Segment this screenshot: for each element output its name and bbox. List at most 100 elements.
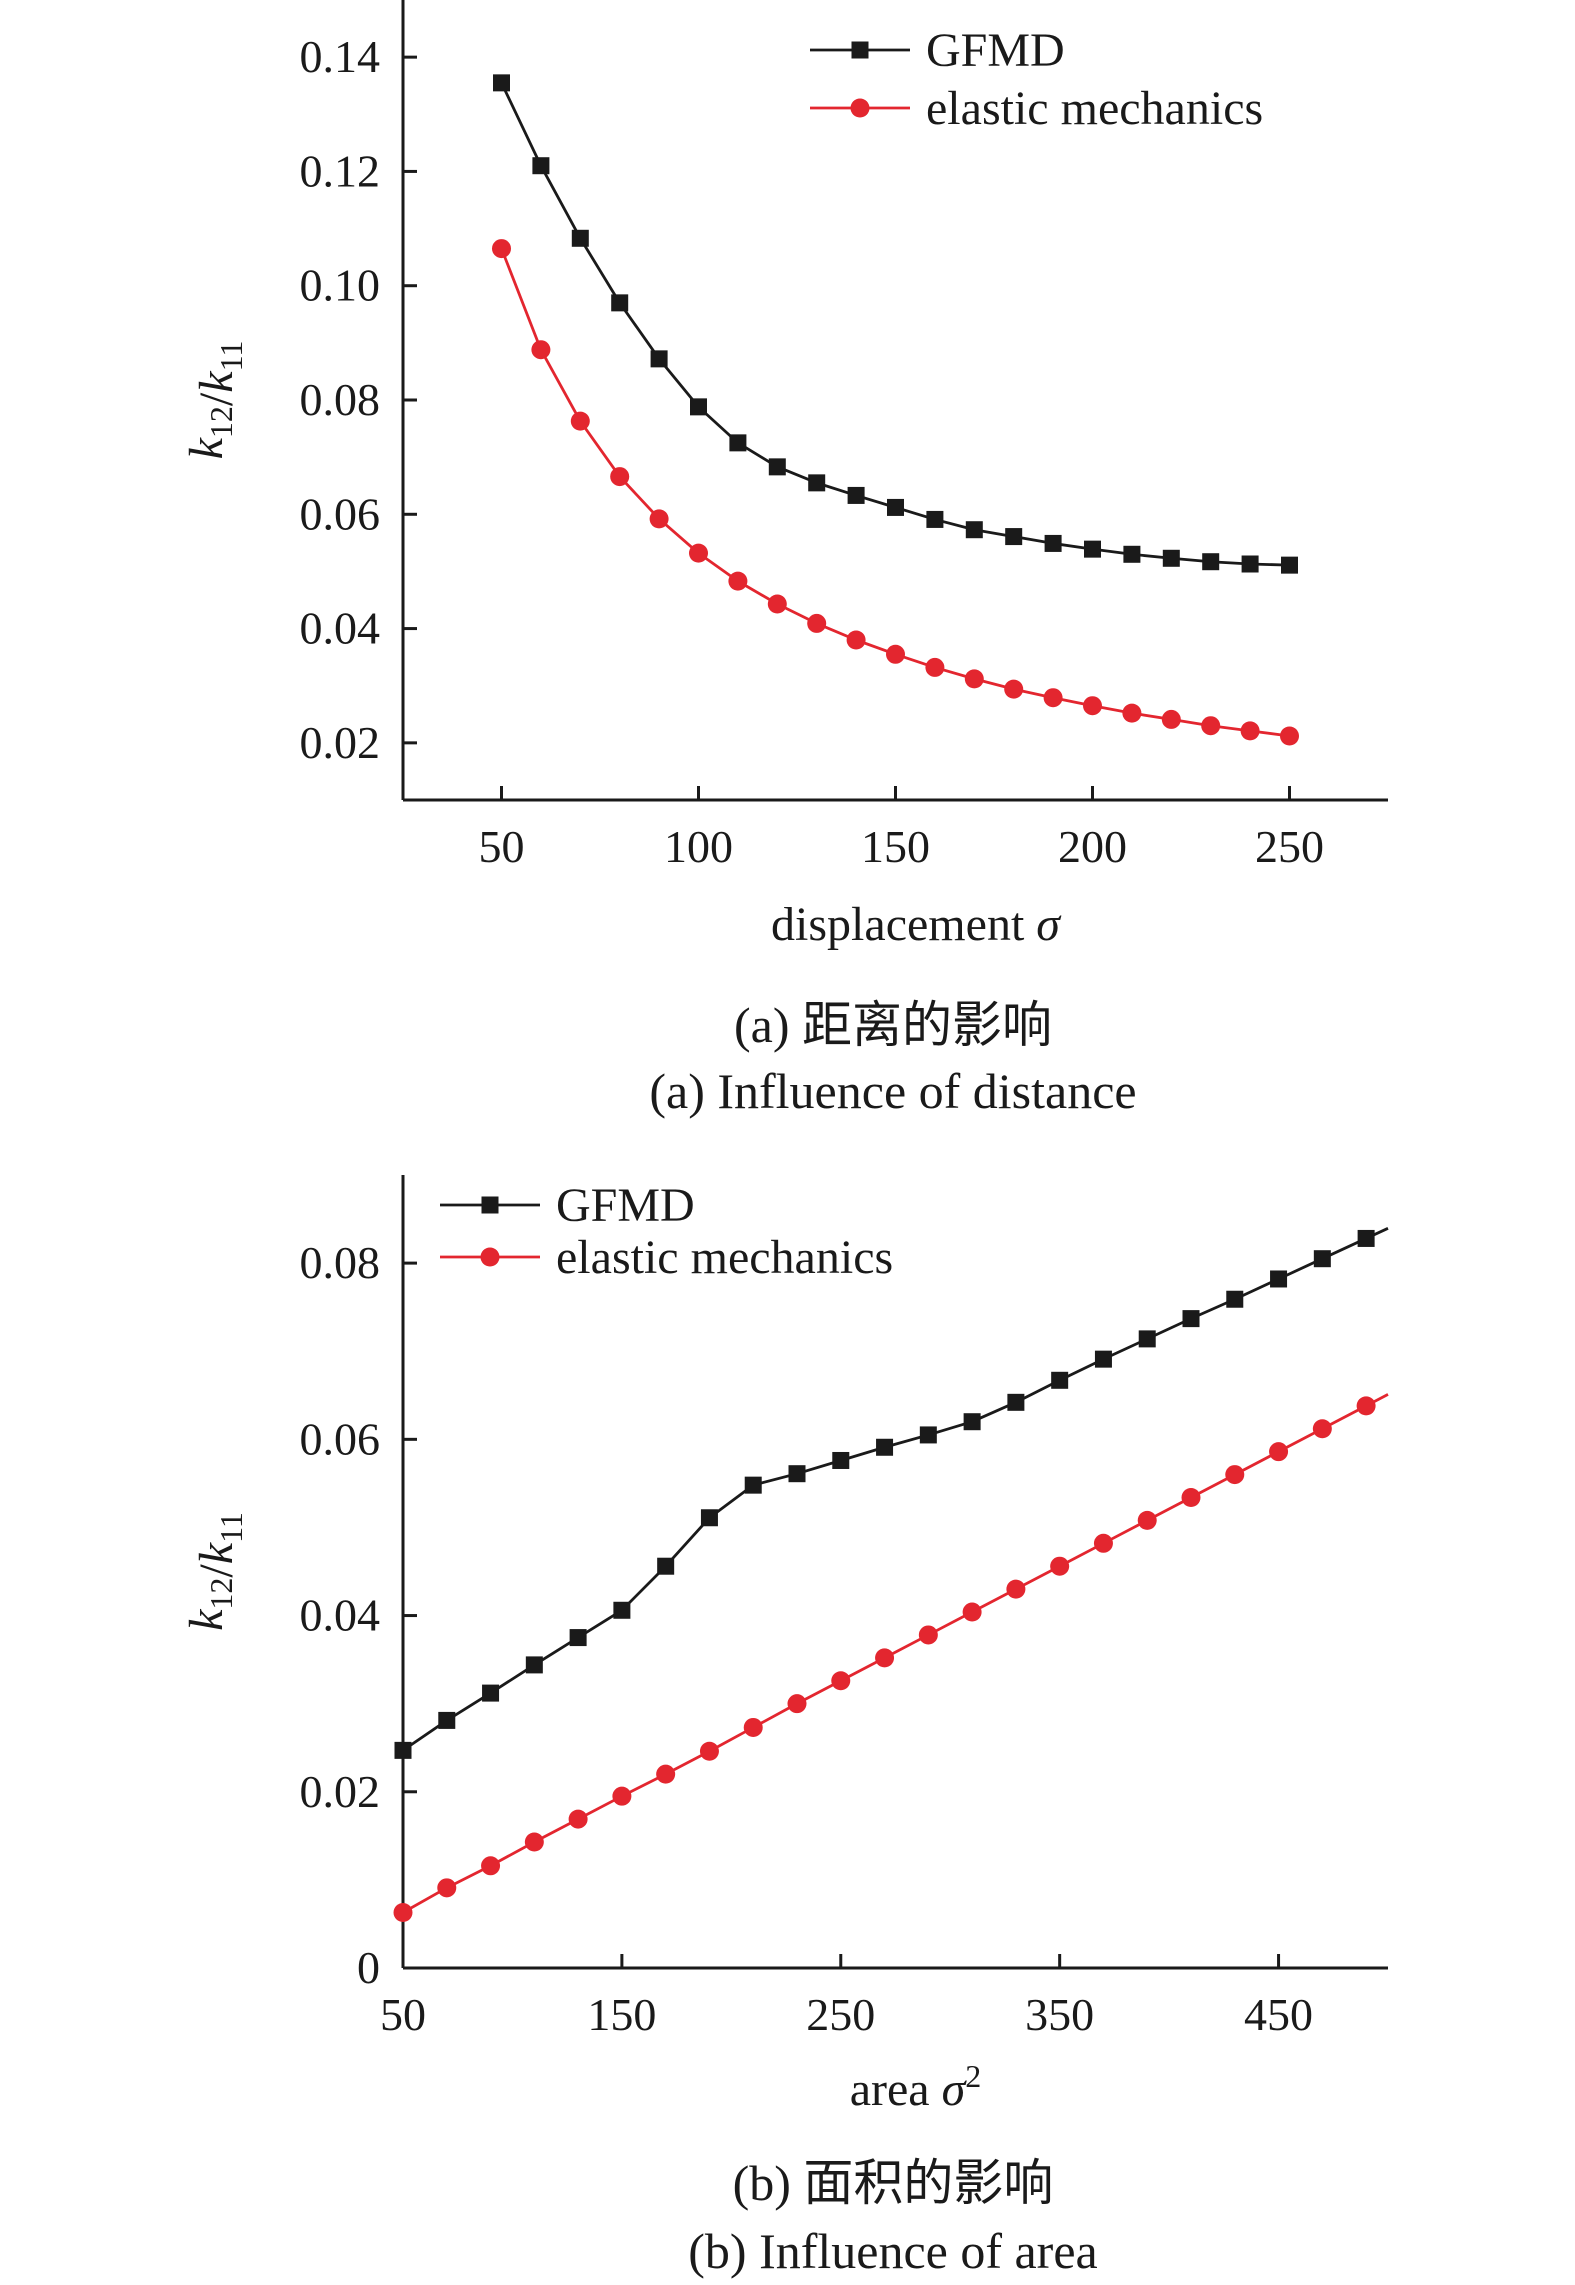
data-point-gfmd	[1241, 555, 1259, 573]
data-point-elastic-mechanics	[570, 411, 590, 431]
data-point-elastic-mechanics	[1006, 1579, 1026, 1599]
data-point-gfmd	[965, 521, 983, 539]
y-tick-label: 0.04	[300, 603, 381, 654]
data-point-elastic-mechanics	[1312, 1419, 1332, 1439]
y-tick-label: 0.04	[300, 1590, 381, 1641]
data-point-elastic-mechanics	[964, 669, 984, 689]
x-tick-label: 250	[1255, 821, 1324, 872]
data-point-elastic-mechanics	[1356, 1396, 1376, 1416]
data-point-elastic-mechanics	[1201, 716, 1221, 736]
data-point-elastic-mechanics	[831, 1671, 851, 1691]
data-point-gfmd	[569, 1629, 587, 1647]
y-tick-label: 0.02	[300, 717, 381, 768]
y-tick-label: 0.06	[300, 1413, 381, 1464]
data-point-elastic-mechanics	[1280, 726, 1299, 746]
chart-area: 0 0.02 0.04 0.06 0.08 50 150 250 350 450 k12/k11 ar…	[180, 1175, 1389, 2116]
data-point-gfmd	[729, 434, 747, 452]
data-point-gfmd	[1138, 1330, 1156, 1348]
x-tick-label: 100	[664, 821, 733, 872]
data-point-elastic-mechanics	[886, 644, 905, 664]
data-point-elastic-mechanics	[728, 571, 748, 591]
data-point-elastic-mechanics	[524, 1832, 544, 1852]
y-axis-title: k12/k11	[180, 341, 249, 460]
data-point-elastic-mechanics	[918, 1625, 938, 1645]
data-point-gfmd	[847, 486, 865, 504]
y-tick-label: 0.12	[300, 145, 381, 196]
data-point-gfmd	[438, 1711, 456, 1729]
x-axis-title: area σ2	[850, 2058, 982, 2116]
data-point-gfmd	[1094, 1350, 1112, 1368]
data-point-gfmd	[1162, 549, 1180, 567]
legend-marker-elastic-mechanics	[480, 1247, 500, 1267]
data-point-elastic-mechanics	[1240, 721, 1260, 741]
data-point-gfmd	[650, 350, 668, 368]
y-tick-label: 0.08	[300, 1237, 381, 1288]
data-point-elastic-mechanics	[807, 613, 827, 633]
data-point-gfmd	[1182, 1310, 1200, 1328]
series-line-gfmd	[500, 82, 1290, 567]
data-point-gfmd	[887, 498, 904, 516]
data-point-elastic-mechanics	[1093, 1533, 1113, 1553]
legend-label-elastic-mechanics: elastic mechanics	[926, 82, 1263, 135]
y-tick-label: 0.08	[300, 374, 381, 425]
data-point-gfmd	[876, 1438, 894, 1456]
caption-a-chinese: (a) 距离的影响	[734, 997, 1052, 1053]
data-point-gfmd	[1084, 540, 1101, 558]
data-point-gfmd	[1226, 1290, 1244, 1308]
data-point-elastic-mechanics	[649, 509, 669, 529]
x-tick-label: 50	[380, 1989, 426, 2040]
x-tick-label: 200	[1058, 821, 1127, 872]
data-point-gfmd	[613, 1601, 631, 1619]
data-point-gfmd	[690, 398, 707, 416]
data-point-gfmd	[532, 157, 550, 175]
data-point-gfmd	[1357, 1229, 1375, 1247]
y-tick-label: 0.06	[300, 488, 381, 539]
data-point-gfmd	[1044, 534, 1062, 552]
y-tick-label: 0.02	[300, 1766, 381, 1817]
x-tick-label: 150	[861, 821, 930, 872]
data-point-gfmd	[1270, 1270, 1288, 1288]
legend-label-elastic-mechanics: elastic mechanics	[556, 1231, 893, 1284]
data-point-gfmd	[832, 1451, 850, 1469]
data-point-elastic-mechanics	[1225, 1465, 1245, 1485]
x-tick-label: 450	[1244, 1989, 1313, 2040]
data-point-gfmd	[744, 1476, 762, 1494]
data-point-gfmd	[808, 474, 826, 492]
data-point-gfmd	[1123, 545, 1141, 563]
data-point-elastic-mechanics	[875, 1648, 895, 1668]
data-point-elastic-mechanics	[531, 340, 551, 360]
data-point-elastic-mechanics	[1050, 1556, 1070, 1576]
x-tick-label: 150	[587, 1989, 656, 2040]
data-point-gfmd	[493, 74, 510, 92]
data-point-gfmd	[1007, 1393, 1025, 1411]
legend-label-gfmd: GFMD	[926, 24, 1065, 77]
data-point-elastic-mechanics	[1083, 696, 1102, 716]
data-point-elastic-mechanics	[481, 1856, 501, 1876]
data-point-elastic-mechanics	[1137, 1510, 1157, 1530]
data-point-elastic-mechanics	[962, 1602, 982, 1622]
data-point-gfmd	[525, 1656, 543, 1674]
data-point-gfmd	[963, 1413, 981, 1431]
data-point-elastic-mechanics	[743, 1717, 763, 1737]
x-axis-title: displacement σ	[771, 898, 1062, 951]
data-point-gfmd	[768, 458, 786, 476]
caption-b-chinese: (b) 面积的影响	[733, 2155, 1054, 2211]
data-point-elastic-mechanics	[1043, 688, 1063, 708]
data-point-gfmd	[394, 1741, 412, 1759]
data-point-gfmd	[482, 1684, 500, 1702]
y-tick-label: 0.10	[300, 260, 381, 311]
data-point-elastic-mechanics	[612, 1786, 632, 1806]
legend-marker-gfmd	[481, 1196, 499, 1214]
data-point-elastic-mechanics	[787, 1694, 807, 1714]
data-point-elastic-mechanics	[492, 239, 511, 259]
data-point-gfmd	[1313, 1250, 1331, 1268]
data-point-elastic-mechanics	[925, 657, 945, 677]
data-point-gfmd	[1005, 528, 1023, 546]
data-point-elastic-mechanics	[656, 1764, 676, 1784]
data-point-gfmd	[1202, 553, 1220, 571]
data-point-gfmd	[1051, 1371, 1069, 1389]
data-point-gfmd	[788, 1465, 806, 1483]
caption-a-english: (a) Influence of distance	[649, 1063, 1136, 1119]
x-tick-label: 250	[806, 1989, 875, 2040]
